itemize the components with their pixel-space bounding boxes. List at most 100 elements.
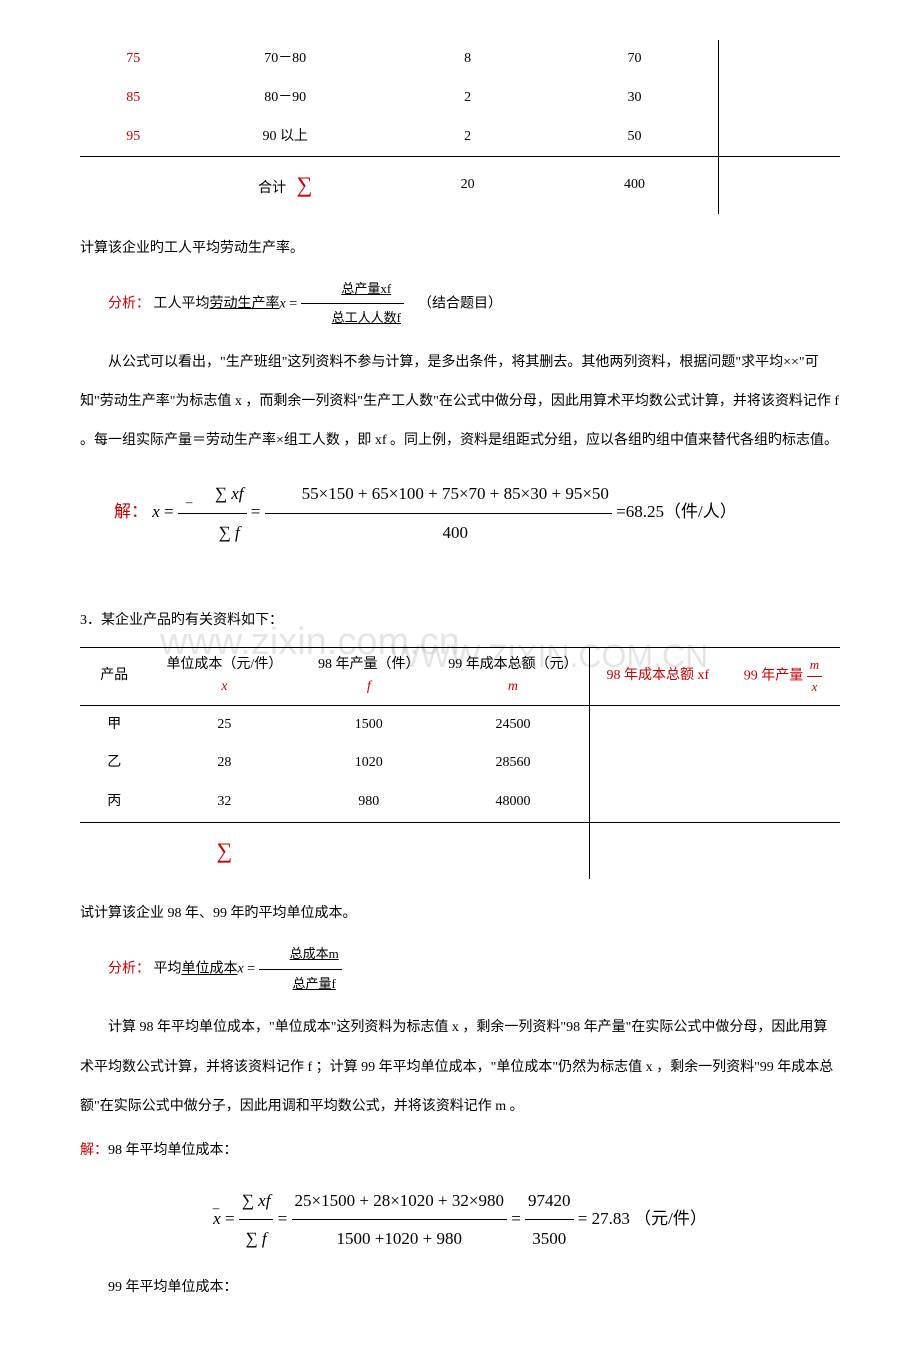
total-label: 合计	[258, 181, 286, 196]
header-cost: 单位成本（元/件） x	[148, 647, 300, 705]
frac-sigma: ∑ xf ∑ f	[239, 1182, 274, 1258]
analysis-underline: 劳动生产率	[210, 296, 280, 311]
table-header-row: 产品 单位成本（元/件） x 98 年产量（件） f 99 年成本总额（元） m…	[80, 647, 840, 705]
cell-empty	[726, 783, 840, 822]
frac-den: 3500	[525, 1220, 574, 1257]
frac-den: ∑ f	[239, 1220, 274, 1257]
cell-empty	[718, 40, 840, 79]
frac-num: 25×1500 + 28×1020 + 32×980	[292, 1182, 507, 1220]
cell-p: 甲	[80, 705, 148, 744]
analysis-underline: 单位成本	[182, 962, 238, 977]
xbar: ‾x	[213, 1209, 221, 1228]
header-mx: 99 年产量 m x	[726, 647, 840, 705]
header-product: 产品	[80, 647, 148, 705]
frac-calc: 55×150 + 65×100 + 75×70 + 85×30 + 95×50 …	[265, 475, 612, 551]
cell-x: 28	[148, 744, 300, 783]
cell-empty	[80, 157, 186, 214]
frac-calc: 25×1500 + 28×1020 + 32×980 1500 +1020 + …	[292, 1182, 507, 1258]
cell-c3: 2	[384, 118, 551, 157]
table-row: 甲 25 1500 24500	[80, 705, 840, 744]
cell-empty	[589, 705, 726, 744]
cell-range: 90 以上	[186, 118, 384, 157]
table-total-row: 合计 ∑ 20 400	[80, 157, 840, 214]
header-cost-text: 单位成本（元/件）	[166, 657, 282, 672]
header-cost99: 99 年成本总额（元） m	[437, 647, 589, 705]
cell-c3: 2	[384, 79, 551, 118]
question-text: 计算该企业旳工人平均劳动生产率。	[80, 234, 840, 265]
cell-p: 丙	[80, 783, 148, 822]
solve-99-line: 99 年平均单位成本：	[80, 1273, 840, 1304]
den-text: 总产量f	[293, 976, 336, 991]
cell-empty	[718, 157, 840, 214]
cell-range: 80－90	[186, 79, 384, 118]
analysis-label: 分析：	[108, 296, 150, 311]
question-text-2: 试计算该企业 98 年、99 年旳平均单位成本。	[80, 899, 840, 930]
sigma-icon: ∑	[217, 838, 233, 863]
formula-result: =68.25（件/人）	[616, 502, 737, 521]
header-qty98: 98 年产量（件） f	[300, 647, 437, 705]
table-row: 95 90 以上 2 50	[80, 118, 840, 157]
fraction-num: 总产量xf	[301, 275, 404, 305]
frac-simplified: 97420 3500	[525, 1182, 574, 1258]
header-xf-text: 98 年成本总额 xf	[607, 668, 710, 683]
header-xf: 98 年成本总额 xf	[589, 647, 726, 705]
var-x: x	[238, 962, 244, 977]
header-mx-frac: m x	[807, 655, 822, 698]
solve-label: 解：	[80, 1143, 108, 1158]
cell-empty	[300, 823, 437, 880]
cell-p: 乙	[80, 744, 148, 783]
cell-x: 32	[148, 783, 300, 822]
num-text: 总成本m	[290, 946, 339, 961]
fraction-2: 总成本m 总产量f	[259, 940, 342, 998]
table-2: 产品 单位成本（元/件） x 98 年产量（件） f 99 年成本总额（元） m…	[80, 647, 840, 880]
cell-x: 25	[148, 705, 300, 744]
paragraph-2: 计算 98 年平均单位成本，"单位成本"这列资料为标志值 x ，剩余一列资料"9…	[80, 1008, 840, 1126]
table-row: 丙 32 980 48000	[80, 783, 840, 822]
frac-den: 1500 +1020 + 980	[292, 1220, 507, 1257]
analysis-note: （结合题目）	[418, 296, 502, 311]
cell-range: 70－80	[186, 40, 384, 79]
table-sigma-row: ∑	[80, 823, 840, 880]
cell-empty	[726, 744, 840, 783]
den-text: 总工人人数f	[332, 310, 401, 325]
frac-num: m	[807, 655, 822, 677]
frac-num: ∑ xf	[239, 1182, 274, 1220]
solve-98-line: 解：98 年平均单位成本：	[80, 1136, 840, 1167]
solve-98-text: 98 年平均单位成本：	[108, 1143, 238, 1158]
cell-c4: 50	[551, 118, 718, 157]
frac-num: 总成本m	[259, 940, 342, 970]
header-qty98-var: f	[367, 679, 371, 694]
cell-f: 980	[300, 783, 437, 822]
cell-total-c3: 20	[384, 157, 551, 214]
cell-empty	[437, 823, 589, 880]
num-text: 总产量xf	[341, 281, 391, 296]
analysis-2: 分析： 平均单位成本x = 总成本m总产量f	[80, 940, 840, 998]
header-cost99-text: 99 年成本总额（元）	[448, 657, 578, 672]
cell-total-c4: 400	[551, 157, 718, 214]
fraction-den: 总工人人数f	[301, 304, 404, 333]
cell-m: 24500	[437, 705, 589, 744]
cell-f: 1500	[300, 705, 437, 744]
analysis-1: 分析： 工人平均劳动生产率x = 总产量xf总工人人数f （结合题目）	[80, 275, 840, 333]
cell-total-label: 合计 ∑	[186, 157, 384, 214]
cell-m: 28560	[437, 744, 589, 783]
eq-sign: =	[286, 296, 301, 311]
cell-c3: 8	[384, 40, 551, 79]
cell-c4: 30	[551, 79, 718, 118]
cell-sigma: ∑	[148, 823, 300, 880]
cell-mid: 75	[80, 40, 186, 79]
table-row: 乙 28 1020 28560	[80, 744, 840, 783]
analysis-label: 分析：	[108, 962, 150, 977]
formula-result: = 27.83 （元/件）	[578, 1209, 707, 1228]
cell-empty	[726, 823, 840, 880]
header-cost-var: x	[221, 679, 227, 694]
cell-m: 48000	[437, 783, 589, 822]
cell-empty	[726, 705, 840, 744]
cell-empty	[80, 823, 148, 880]
cell-empty	[718, 118, 840, 157]
cell-empty	[589, 823, 726, 880]
analysis-text: 平均	[154, 962, 182, 977]
cell-c4: 70	[551, 40, 718, 79]
analysis-text-1: 工人平均	[154, 296, 210, 311]
formula-98: ‾x = ∑ xf ∑ f = 25×1500 + 28×1020 + 32×9…	[80, 1182, 840, 1258]
